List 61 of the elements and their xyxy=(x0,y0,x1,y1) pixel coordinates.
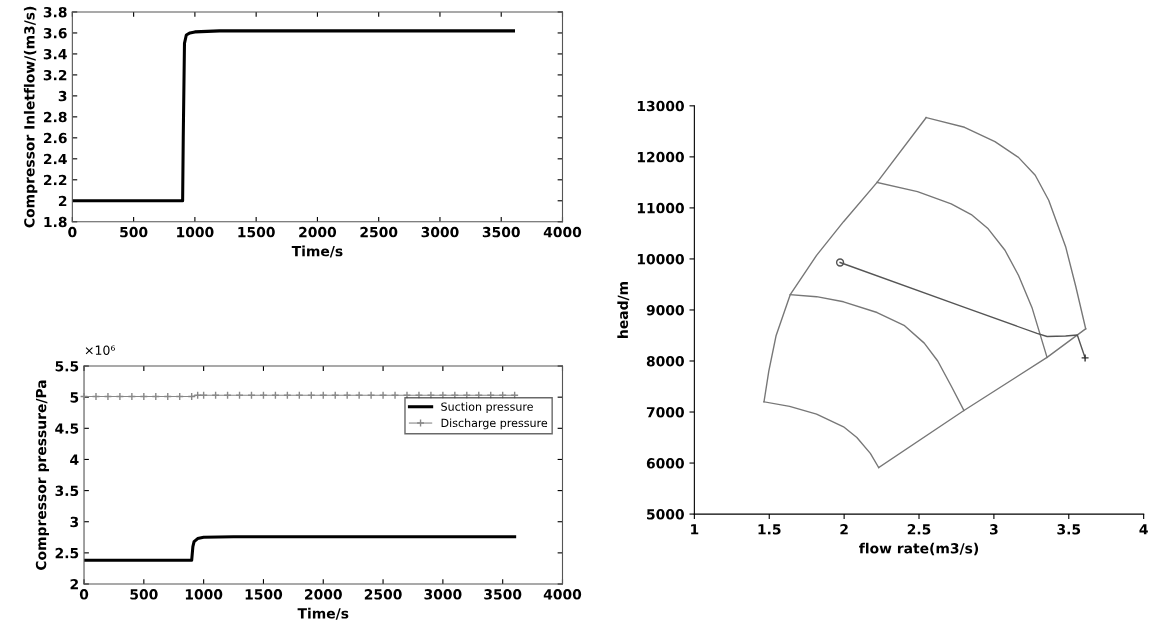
legend-label: Discharge pressure xyxy=(441,418,548,430)
y-tick-label: 5.5 xyxy=(55,361,79,372)
y-tick-label: 3.4 xyxy=(43,48,67,60)
x-tick-label: 4 xyxy=(1139,524,1148,535)
y-tick-label: 4 xyxy=(70,454,79,465)
x-tick-label: 1500 xyxy=(245,589,283,600)
x-tick-label: 3.5 xyxy=(1057,524,1081,535)
y-tick-label: 8000 xyxy=(646,355,684,367)
x-tick-label: 0 xyxy=(79,589,89,600)
x-tick-label: 3 xyxy=(989,524,998,535)
x-axis-title: flow rate(m3/s) xyxy=(859,542,979,556)
y-tick-label: 1.8 xyxy=(44,216,67,228)
text: ×10⁶ xyxy=(85,345,116,355)
y-axis-title: Compressor pressure/Pa xyxy=(35,380,49,570)
x-tick-label: 3500 xyxy=(482,226,520,238)
x-tick-label: 1000 xyxy=(177,226,214,238)
y-tick-label: 2.5 xyxy=(55,547,79,559)
y-tick-label: 5000 xyxy=(647,509,684,520)
y-tick-label: 3.5 xyxy=(55,485,79,497)
x-tick-label: 0 xyxy=(68,226,77,238)
y-tick-label: 2.6 xyxy=(43,132,67,144)
x-tick-label: 1000 xyxy=(185,589,223,600)
x-tick-label: 4000 xyxy=(543,226,582,238)
x-tick-label: 3500 xyxy=(484,589,522,600)
y-tick-label: 2.4 xyxy=(43,153,67,165)
x-tick-label: 2000 xyxy=(299,226,337,238)
x-tick-label: 4000 xyxy=(543,589,582,600)
y-tick-label: 7000 xyxy=(646,406,684,418)
x-tick-label: 1500 xyxy=(238,226,275,238)
x-tick-label: 2500 xyxy=(364,589,402,600)
y-tick-label: 3.8 xyxy=(43,6,67,18)
x-tick-label: 500 xyxy=(130,589,158,600)
x-tick-label: 2000 xyxy=(305,589,342,600)
x-axis-title: Time/s xyxy=(291,245,343,258)
x-axis-title: Time/s xyxy=(297,607,349,620)
y-tick-label: 4.5 xyxy=(55,423,79,434)
x-tick-label: 500 xyxy=(120,226,148,238)
y-tick-label: 2.8 xyxy=(43,111,67,123)
y-tick-label: 3 xyxy=(58,90,67,102)
x-tick-label: 2500 xyxy=(360,226,398,238)
y-tick-label: 5 xyxy=(70,392,79,403)
y-tick-label: 3.2 xyxy=(43,69,67,81)
x-tick-label: 1 xyxy=(691,524,699,535)
y-tick-label: 2 xyxy=(70,578,78,590)
y-tick-label: 12000 xyxy=(637,151,684,163)
y-tick-label: 3.6 xyxy=(43,27,67,39)
y-tick-label: 6000 xyxy=(646,458,684,469)
x-tick-label: 3000 xyxy=(424,589,462,600)
x-tick-label: 2 xyxy=(840,524,848,535)
x-tick-label: 1.5 xyxy=(758,524,781,535)
legend-label: Suction pressure xyxy=(441,402,533,413)
y-tick-label: 11000 xyxy=(637,202,684,214)
y-tick-label: 13000 xyxy=(637,100,684,112)
y-tick-label: 2.2 xyxy=(43,174,67,186)
y-tick-label: 10000 xyxy=(637,253,684,265)
y-axis-title: head/m xyxy=(617,281,630,338)
y-tick-label: 9000 xyxy=(646,304,684,316)
y-axis-title: Compressor Inletflow/(m3/s) xyxy=(23,6,38,228)
x-tick-label: 2.5 xyxy=(907,524,931,535)
x-tick-label: 3000 xyxy=(421,226,459,238)
y-tick-label: 2 xyxy=(58,195,67,207)
